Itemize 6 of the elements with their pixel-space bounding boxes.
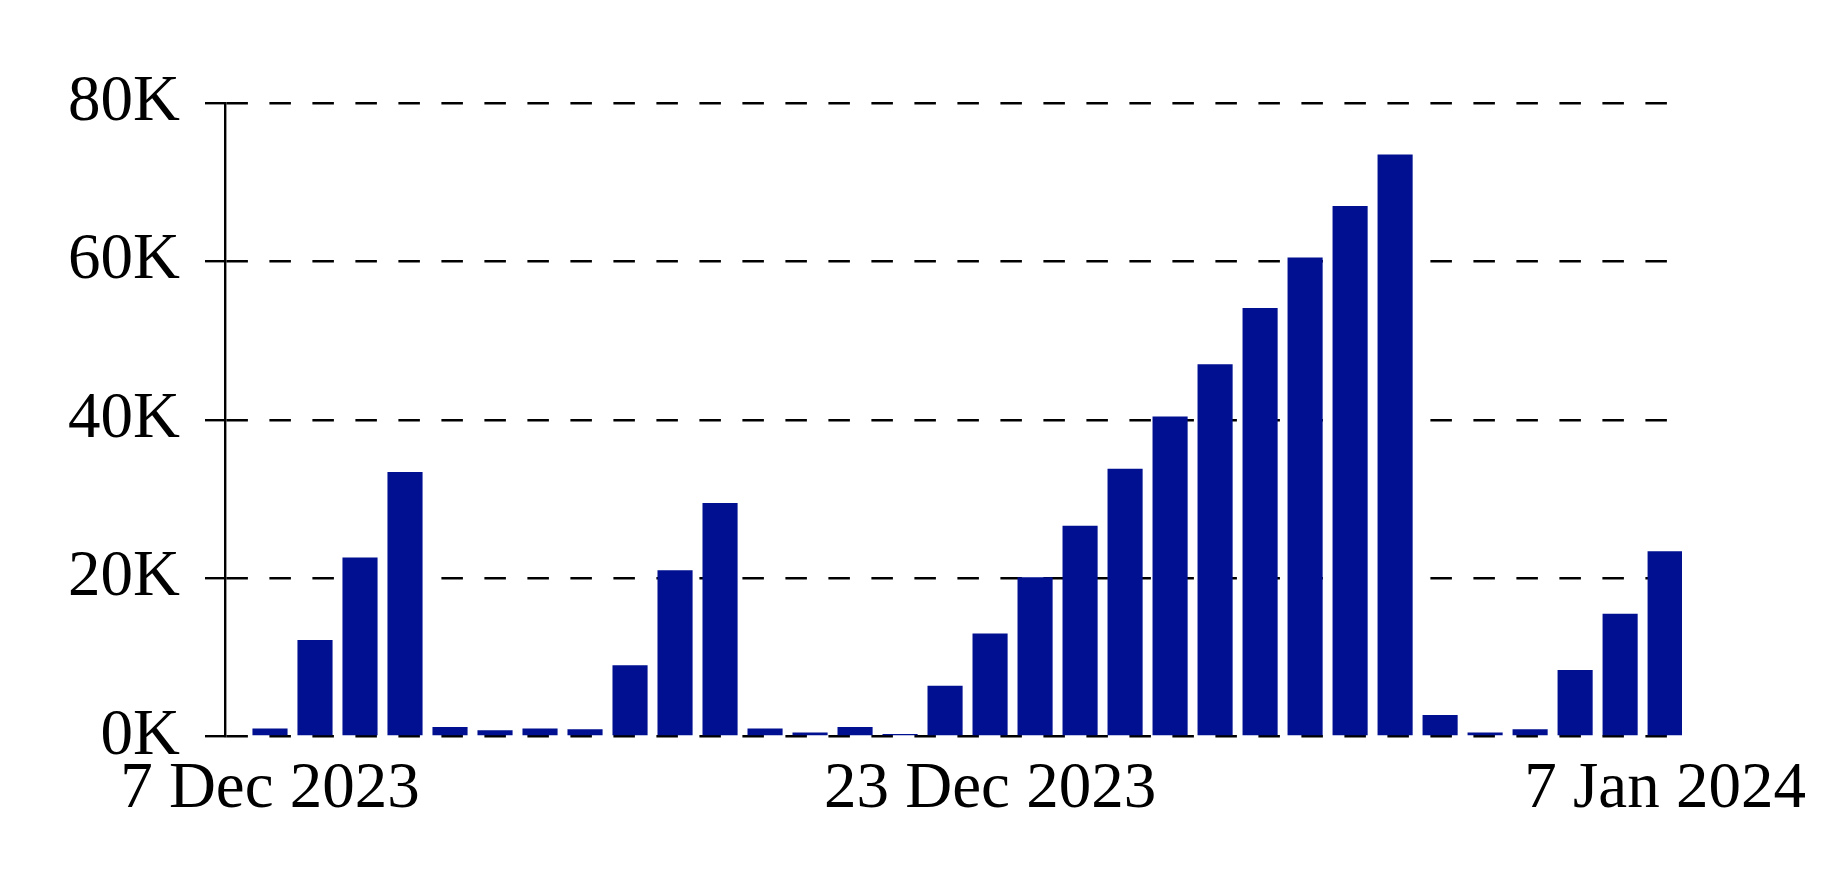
x-tick-label: 23 Dec 2023: [823, 748, 1157, 821]
y-tick-label: 40K: [68, 378, 181, 451]
y-tick-label: 20K: [68, 537, 181, 610]
x-tick-label: 7 Jan 2024: [1524, 748, 1806, 821]
y-tick-label: 80K: [68, 62, 181, 135]
y-tick-label: 60K: [68, 220, 181, 293]
